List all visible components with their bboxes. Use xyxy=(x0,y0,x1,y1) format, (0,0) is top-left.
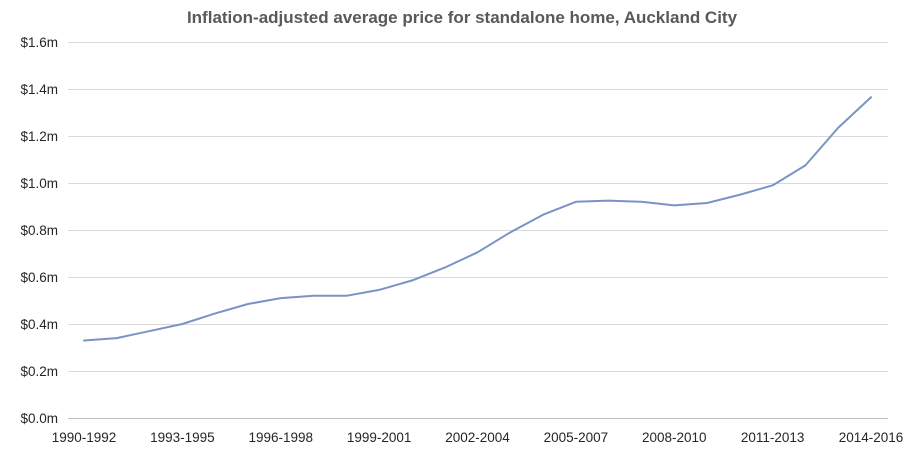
y-tick-label: $1.0m xyxy=(20,176,58,191)
x-tick-label: 2011-2013 xyxy=(741,430,805,445)
x-tick-label: 1990-1992 xyxy=(52,430,117,445)
y-tick-label: $0.6m xyxy=(20,270,58,285)
x-axis-tick-labels: 1990-1992 1993-1995 1996-1998 1999-2001 2002… xyxy=(52,430,904,445)
x-tick-label: 2002-2004 xyxy=(445,430,510,445)
y-tick-label: $0.0m xyxy=(20,411,58,426)
x-tick-label: 1999-2001 xyxy=(347,430,412,445)
y-tick-label: $0.8m xyxy=(20,223,58,238)
y-tick-label: $0.4m xyxy=(20,317,58,332)
gridlines xyxy=(68,42,888,419)
chart-title: Inflation-adjusted average price for sta… xyxy=(187,8,738,27)
y-tick-label: $0.2m xyxy=(20,364,58,379)
y-tick-label: $1.2m xyxy=(20,129,58,144)
y-axis-tick-labels: $0.0m $0.2m $0.4m $0.6m $0.8m $1.0m $1.2m $1.4m… xyxy=(20,35,58,426)
x-tick-label: 2008-2010 xyxy=(642,430,707,445)
x-tick-label: 2005-2007 xyxy=(544,430,609,445)
x-tick-label: 2014-2016 xyxy=(839,430,904,445)
x-tick-label: 1996-1998 xyxy=(248,430,313,445)
y-tick-label: $1.6m xyxy=(20,35,58,50)
series-layer xyxy=(83,96,872,342)
series-line xyxy=(83,96,872,342)
y-tick-label: $1.4m xyxy=(20,82,58,97)
x-tick-label: 1993-1995 xyxy=(150,430,215,445)
